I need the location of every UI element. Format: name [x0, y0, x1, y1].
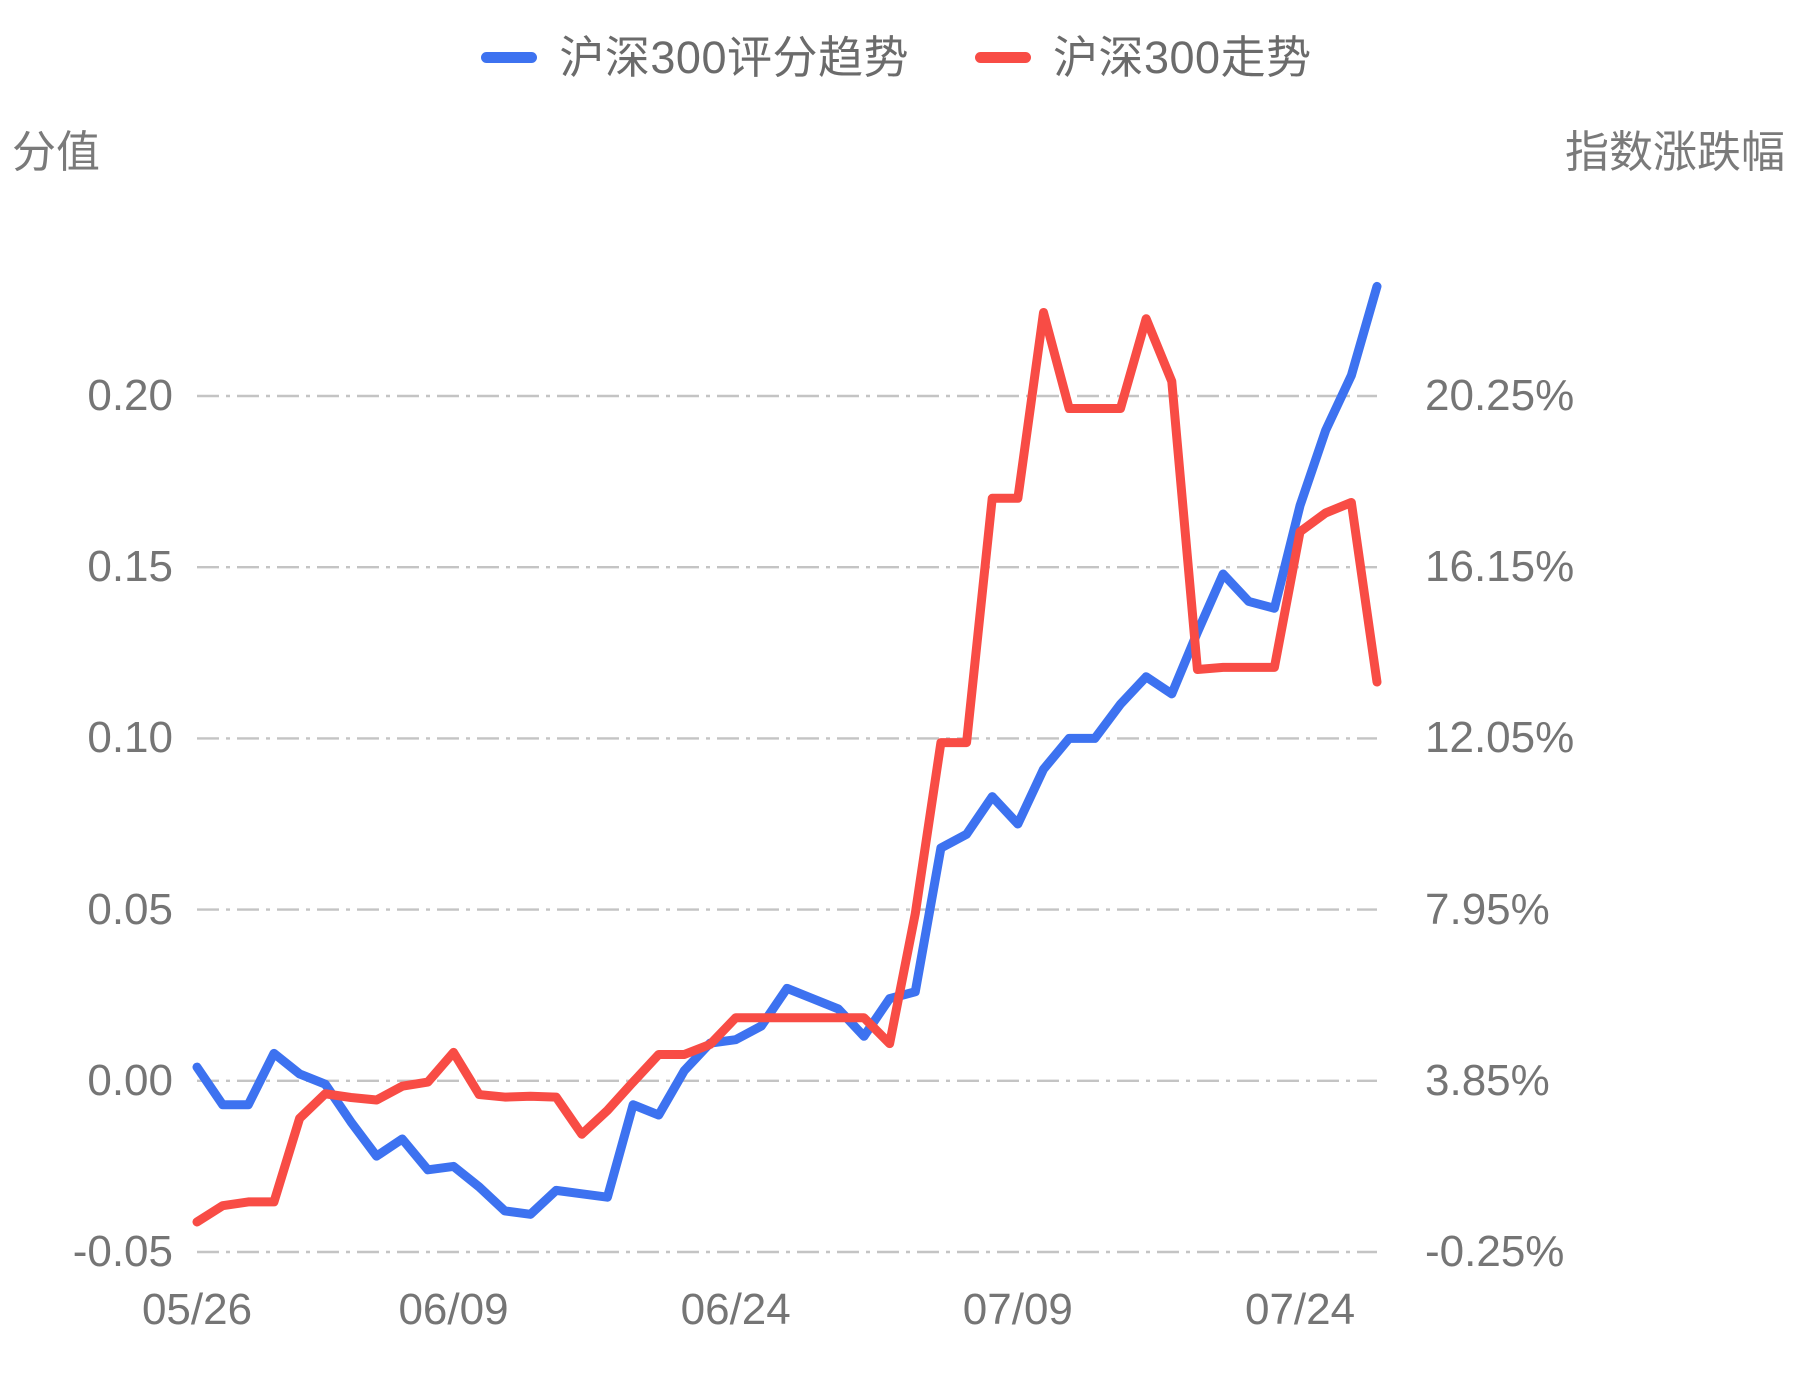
legend-item-index-trend[interactable]: 沪深300走势: [975, 35, 1312, 80]
left-axis-tick-label: 0.00: [87, 1055, 173, 1105]
left-axis-tick-label: 0.15: [87, 542, 173, 592]
left-axis-tick-label: 0.05: [87, 884, 173, 934]
plot-area: [192, 281, 1382, 1254]
series-line-index-trend: [192, 307, 1382, 1227]
chart-svg: [192, 281, 1382, 1254]
legend-item-score-trend[interactable]: 沪深300评分趋势: [481, 35, 909, 80]
right-axis-tick-label: -0.25%: [1425, 1227, 1565, 1276]
left-axis-title: 分值: [12, 128, 100, 177]
right-axis-tick-label: 20.25%: [1425, 371, 1575, 420]
right-axis-tick-label: 7.95%: [1425, 884, 1550, 934]
right-axis-tick-label: 16.15%: [1425, 542, 1575, 592]
left-axis-tick-label: 0.10: [87, 713, 173, 763]
x-axis-tick-label: 06/09: [398, 1285, 509, 1334]
legend-item-label: 沪深300评分趋势: [559, 31, 909, 83]
grid-lines: [197, 394, 1377, 1254]
x-axis-tick-label: 05/26: [141, 1285, 253, 1334]
right-axis-tick-label: 12.05%: [1425, 713, 1575, 763]
right-axis-tick-label: 3.85%: [1425, 1055, 1550, 1105]
legend-item-label: 沪深300走势: [1053, 31, 1312, 83]
legend-color-swatch-icon: [975, 51, 1031, 63]
right-axis-title: 指数涨跌幅: [1565, 128, 1785, 177]
legend-color-swatch-icon: [481, 51, 538, 63]
x-axis-tick-label: 07/24: [1244, 1285, 1356, 1334]
left-axis-tick-label: 0.20: [87, 371, 173, 420]
chart-legend: 沪深300评分趋势 沪深300走势: [0, 18, 1793, 96]
series-line-score-trend: [192, 281, 1382, 1219]
x-axis-tick-label: 07/09: [962, 1285, 1073, 1334]
x-axis-tick-label: 06/24: [680, 1285, 791, 1334]
left-axis-tick-label: -0.05: [72, 1227, 173, 1276]
